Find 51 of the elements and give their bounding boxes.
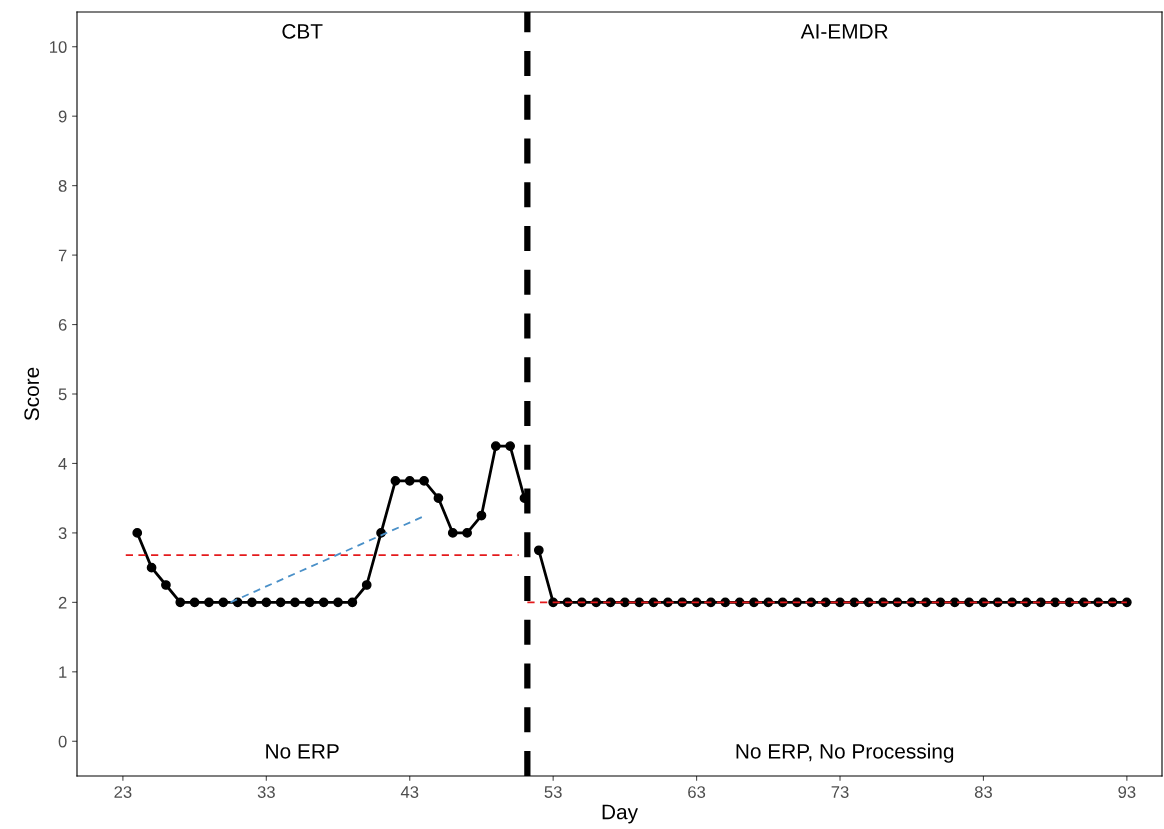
- annotation: AI-EMDR: [800, 24, 888, 39]
- x-tick-label: 23: [114, 786, 132, 798]
- annotation: CBT: [282, 24, 323, 39]
- point: [447, 528, 458, 538]
- point: [318, 597, 329, 608]
- point: [490, 441, 501, 451]
- point: [132, 528, 143, 538]
- point: [404, 475, 415, 486]
- point: [275, 597, 286, 608]
- point: [290, 597, 300, 608]
- y-tick-label: 0: [58, 735, 67, 748]
- point: [390, 475, 401, 486]
- y-tick-label: 4: [58, 458, 67, 470]
- x-tick-label: 73: [831, 786, 849, 798]
- point: [419, 475, 429, 486]
- point: [476, 510, 487, 521]
- y-tick-label: 7: [58, 249, 67, 262]
- point: [533, 545, 544, 556]
- point: [189, 597, 200, 608]
- point: [161, 580, 171, 590]
- annotation: No ERP, No Processing: [736, 743, 954, 763]
- y-tick-label: 8: [58, 180, 67, 192]
- point: [247, 597, 257, 608]
- x-axis-title: Day: [602, 804, 638, 824]
- x-tick-label: 93: [1118, 786, 1136, 798]
- point: [146, 562, 157, 573]
- y-tick-label: 1: [59, 666, 67, 678]
- x-tick-label: 33: [257, 786, 275, 798]
- y-tick-label: 3: [58, 527, 67, 540]
- point: [361, 580, 372, 590]
- point: [505, 441, 516, 451]
- point: [347, 597, 358, 608]
- point: [204, 597, 214, 608]
- x-tick-label: 53: [544, 786, 562, 798]
- point: [462, 528, 472, 538]
- y-axis-title: Score: [24, 367, 40, 421]
- x-tick-label: 43: [400, 786, 419, 798]
- point: [304, 597, 315, 608]
- y-tick-label: 9: [58, 110, 67, 123]
- point: [261, 597, 272, 608]
- annotation: No ERP: [266, 744, 339, 759]
- point: [433, 493, 444, 504]
- y-tick-label: 5: [58, 388, 67, 401]
- x-tick-label: 63: [688, 786, 706, 798]
- point: [333, 597, 343, 608]
- point: [175, 597, 186, 608]
- y-tick-label: 2: [58, 596, 67, 609]
- y-tick-label: 6: [58, 318, 67, 331]
- x-tick-label: 83: [974, 786, 992, 798]
- y-tick-label: 10: [50, 41, 67, 53]
- point: [218, 597, 229, 608]
